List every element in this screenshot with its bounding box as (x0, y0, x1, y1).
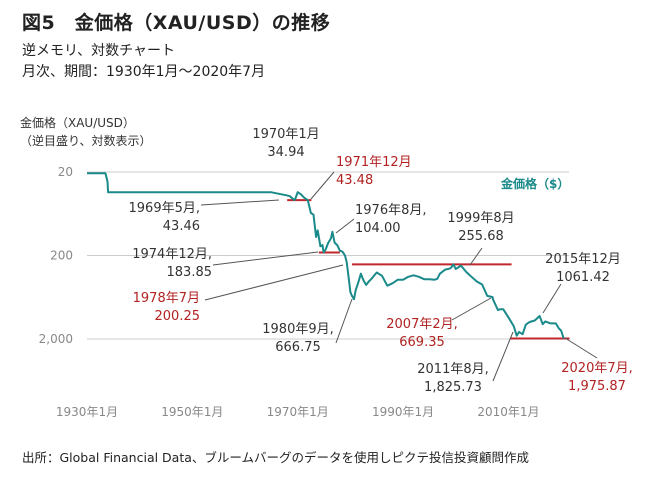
annotation-date: 2011年8月, (417, 362, 489, 377)
annotation-date: 1974年12月, (132, 247, 212, 262)
annotation-a1970: 1970年1月 34.94 (252, 127, 319, 160)
annotation-a1974: 1974年12月, 183.85 (132, 247, 212, 280)
y-tick-label: 200 (50, 249, 73, 263)
annotation-value: 200.25 (155, 309, 201, 324)
annotation-leader-a1974 (212, 251, 319, 266)
x-tick-label: 1950年1月 (161, 405, 223, 419)
y-tick-label: 20 (58, 165, 73, 179)
annotation-date: 2020年7月, (561, 361, 633, 376)
annotation-leader-a1999 (469, 247, 483, 266)
subtitle-period: 月次、期間：1930年1月～2020年7月 (22, 64, 266, 80)
y-tick-label: 2,000 (39, 332, 73, 346)
annotation-a1969: 1969年5月, 43.46 (129, 201, 201, 234)
y-axis-ticks: 20 200 2,000 (39, 165, 73, 346)
source-note: 出所：Global Financial Data、ブルームバーグのデータを使用し… (22, 450, 530, 465)
annotation-leaders (200, 171, 598, 382)
subtitle-scale: 逆メモリ、対数チャート (22, 43, 176, 59)
annotation-leader-a2020 (564, 337, 598, 359)
annotation-a1976: 1976年8月, 104.00 (355, 203, 427, 236)
annotation-a1978: 1978年7月 200.25 (133, 291, 200, 324)
annotation-value: 43.46 (163, 219, 200, 234)
annotation-date: 1976年8月, (355, 203, 427, 218)
annotation-leader-a2011 (492, 331, 514, 382)
annotation-leader-a1971 (310, 171, 335, 200)
annotation-date: 2007年2月, (386, 317, 458, 332)
annotation-a1980: 1980年9月, 666.75 (262, 322, 334, 355)
annotation-date: 1980年9月, (262, 322, 334, 337)
annotation-value: 34.94 (267, 145, 304, 160)
annotation-leader-a1969 (200, 199, 280, 206)
annotation-a2015: 2015年12月 1061.42 (545, 252, 621, 285)
annotation-a2007: 2007年2月, 669.35 (386, 317, 458, 350)
annotation-a2020: 2020年7月, 1,975.87 (561, 361, 633, 394)
gold-price-chart: 金価格（XAU/USD） （逆目盛り、対数表示） 20 200 2,000 1930… (20, 115, 633, 419)
annotation-date: 1971年12月 (336, 155, 412, 170)
annotation-date: 1999年8月 (447, 211, 514, 226)
annotation-value: 1,825.73 (424, 380, 482, 395)
annotation-value: 1,975.87 (568, 379, 626, 394)
annotation-leader-a1978 (204, 264, 344, 301)
y-axis-label-line1: 金価格（XAU/USD） (20, 115, 135, 130)
annotation-value: 183.85 (167, 265, 213, 280)
x-tick-label: 1930年1月 (56, 405, 118, 419)
annotation-a2011: 2011年8月, 1,825.73 (417, 362, 489, 395)
series-line-gold-price (87, 172, 565, 339)
annotation-value: 1061.42 (556, 270, 610, 285)
x-tick-label: 1970年1月 (267, 405, 329, 419)
page-title: 図5 金価格（XAU/USD）の推移 (22, 12, 331, 34)
x-tick-label: 1990年1月 (372, 405, 434, 419)
annotation-value: 43.48 (336, 173, 373, 188)
annotation-a1971: 1971年12月 43.48 (336, 155, 412, 188)
x-axis-ticks: 1930年1月 1950年1月 1970年1月 1990年1月 2010年1月 (56, 405, 540, 419)
annotation-date: 1969年5月, (129, 201, 201, 216)
legend-label-gold-price: 金価格（$） (500, 176, 569, 191)
gridlines (87, 171, 569, 340)
annotation-leader-a2007 (451, 297, 492, 321)
annotation-value: 666.75 (275, 340, 321, 355)
annotation-a1999: 1999年8月 255.68 (447, 211, 514, 244)
annotation-leader-a1980 (335, 298, 353, 344)
annotation-date: 1970年1月 (252, 127, 319, 142)
annotation-value: 669.35 (399, 335, 445, 350)
annotation-value: 255.68 (458, 229, 504, 244)
annotation-date: 2015年12月 (545, 252, 621, 267)
annotation-value: 104.00 (355, 221, 401, 236)
y-axis-label-line2: （逆目盛り、対数表示） (20, 133, 152, 148)
annotation-leader-a1976 (335, 218, 355, 234)
annotation-leader-a2015 (542, 283, 562, 314)
annotations: 1970年1月34.941971年12月43.481969年5月,43.4619… (129, 127, 633, 395)
annotation-date: 1978年7月 (133, 291, 200, 306)
x-tick-label: 2010年1月 (477, 405, 539, 419)
series-layer (87, 172, 565, 339)
